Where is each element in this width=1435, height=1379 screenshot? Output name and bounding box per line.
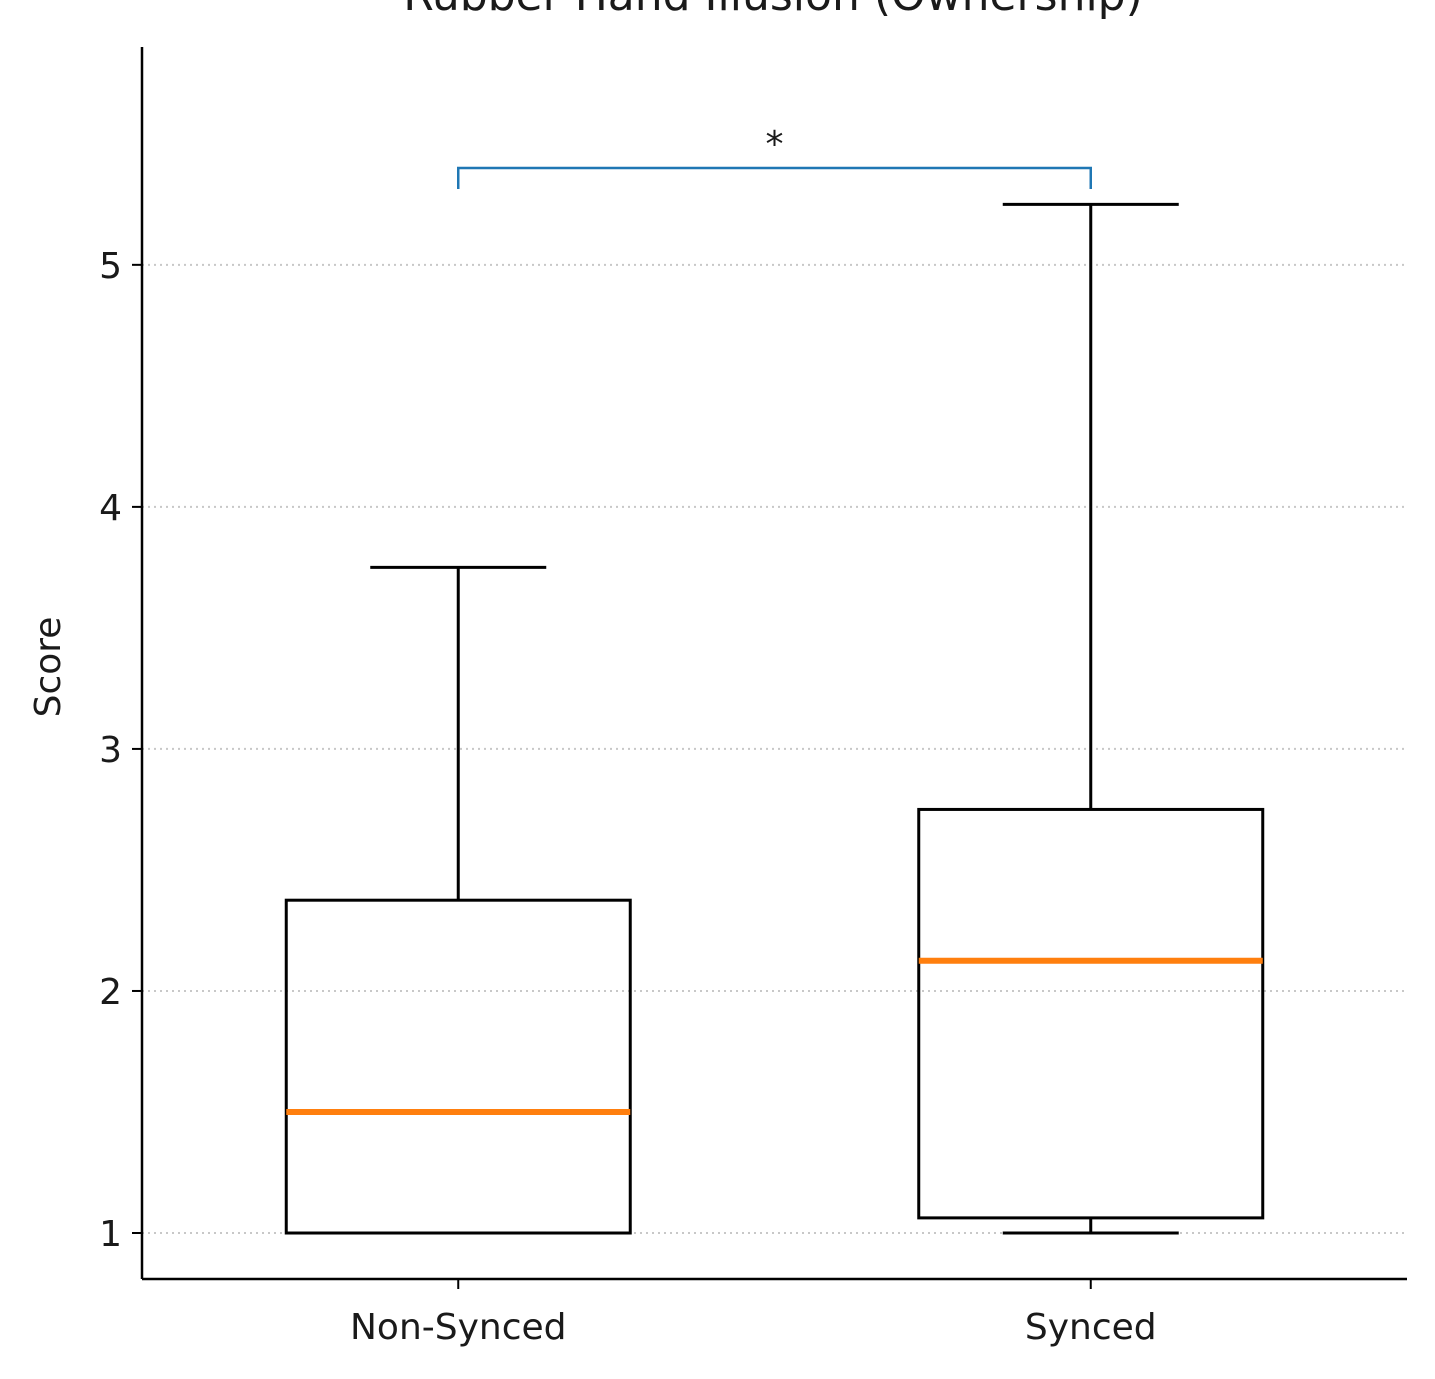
- box: [284, 898, 632, 1235]
- y-axis-label: Score: [28, 617, 69, 718]
- y-tick-label: 3: [99, 730, 122, 771]
- significance-label: *: [766, 124, 784, 165]
- significance-bracket: [457, 166, 1092, 190]
- x-tick-label: Synced: [1025, 1307, 1157, 1348]
- x-tick-label: Non-Synced: [350, 1307, 567, 1348]
- y-tick-label: 4: [99, 488, 122, 529]
- y-tick-label: 1: [99, 1214, 122, 1255]
- y-tick-label: 2: [99, 972, 122, 1013]
- box: [917, 807, 1265, 1220]
- y-tick-label: 5: [99, 246, 122, 287]
- chart-title: Rubber Hand Illusion (Ownership): [403, 0, 1143, 21]
